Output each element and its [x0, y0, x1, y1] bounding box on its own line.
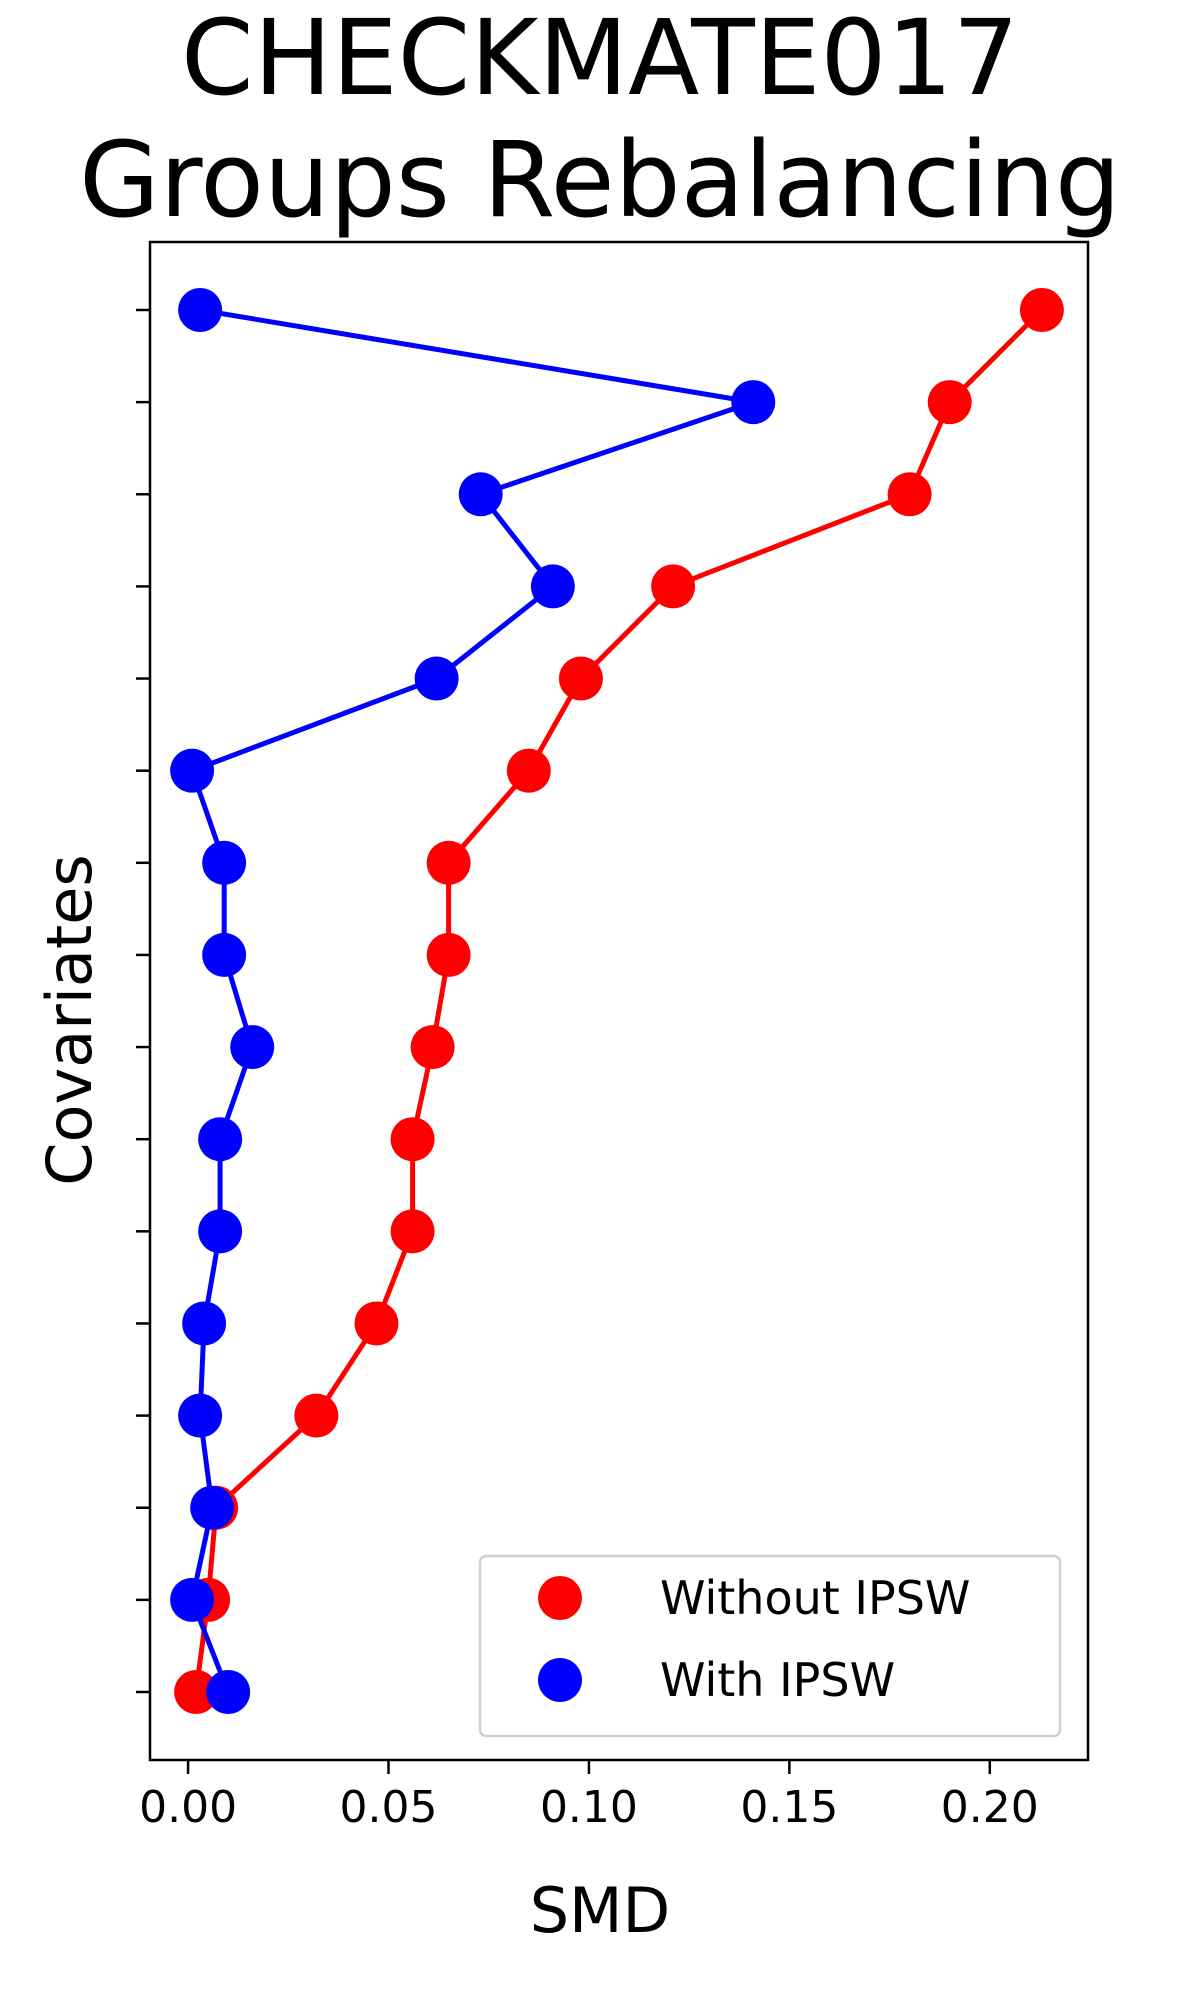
data-point: [731, 380, 776, 425]
data-point: [170, 1577, 215, 1622]
data-point: [178, 1393, 223, 1438]
x-tick-label: 0.00: [139, 1782, 237, 1833]
data-point: [1019, 288, 1064, 332]
data-point: [206, 1670, 251, 1714]
data-point: [414, 656, 459, 701]
data-point: [230, 1025, 275, 1070]
legend-box: [478, 1554, 1062, 1738]
x-tick-label: 0.10: [540, 1782, 638, 1833]
data-point: [887, 472, 932, 517]
legend-marker: [538, 1658, 582, 1702]
x-tick-label: 0.05: [340, 1782, 438, 1833]
data-point: [390, 1117, 435, 1162]
x-axis-label: SMD: [529, 1874, 671, 1947]
data-point: [202, 840, 247, 885]
x-tick-label: 0.15: [740, 1782, 838, 1833]
plot-frame: [148, 240, 1090, 1762]
series-line: [189, 307, 756, 1693]
chart-title-line-1: CHECKMATE017: [181, 0, 1019, 119]
data-point: [426, 840, 471, 885]
data-point: [651, 564, 696, 609]
legend-marker: [538, 1576, 582, 1620]
chart-title-line-2: Groups Rebalancing: [79, 119, 1121, 241]
data-point: [927, 380, 972, 425]
y-axis-label: Covariates: [33, 854, 106, 1186]
legend-label: With IPSW: [660, 1653, 895, 1707]
data-point: [390, 1209, 435, 1254]
x-tick-label: 0.20: [941, 1782, 1039, 1833]
data-point: [530, 564, 575, 609]
data-point: [410, 1025, 455, 1070]
data-point: [174, 1670, 219, 1714]
data-point: [198, 1117, 243, 1162]
data-point: [294, 1393, 339, 1438]
data-point: [178, 288, 223, 332]
data-point: [190, 1485, 235, 1530]
series-line: [193, 308, 1044, 1693]
data-point: [506, 748, 551, 793]
data-point: [426, 932, 471, 977]
legend-label: Without IPSW: [660, 1571, 970, 1625]
data-point: [182, 1301, 227, 1346]
data-point: [198, 1209, 243, 1254]
data-point: [458, 472, 503, 517]
data-point: [354, 1301, 399, 1346]
data-point: [170, 748, 215, 793]
data-point: [202, 932, 247, 977]
data-point: [558, 656, 603, 701]
